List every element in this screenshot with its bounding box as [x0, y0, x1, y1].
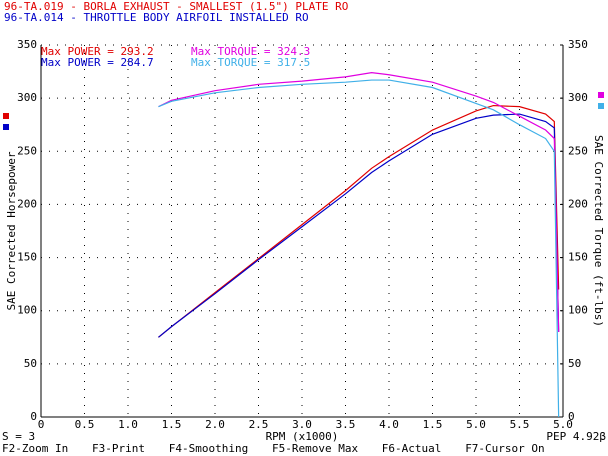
- legend-swatch: [3, 124, 9, 130]
- legend-swatch: [598, 103, 604, 109]
- y2-tick-label: 300: [568, 91, 588, 104]
- y2-tick-label: 150: [568, 251, 588, 264]
- x-tick-label: 1.5: [162, 418, 182, 431]
- x-tick-label: 5.0: [553, 418, 573, 431]
- function-key: F7-Cursor On: [465, 442, 544, 455]
- function-key: F6-Actual: [382, 442, 442, 455]
- function-key: F5-Remove Max: [272, 442, 358, 455]
- series-line: [158, 113, 560, 338]
- y2-tick-label: 350: [568, 38, 588, 51]
- legend-swatch: [3, 113, 9, 119]
- y-tick-label: 150: [17, 251, 37, 264]
- annotation: Max TORQUE = 324.3: [191, 45, 310, 58]
- series-line: [158, 104, 560, 338]
- y-tick-label: 200: [17, 197, 37, 210]
- y-tick-label: 300: [17, 91, 37, 104]
- y-tick-label: 350: [17, 38, 37, 51]
- header-line: 96-TA.019 - BORLA EXHAUST - SMALLEST (1.…: [4, 0, 348, 13]
- x-tick-label: 3.5: [336, 418, 356, 431]
- x-axis-label: RPM (x1000): [266, 430, 339, 443]
- annotation: Max POWER = 284.7: [41, 56, 154, 69]
- y-tick-label: 100: [17, 304, 37, 317]
- footer-left: S = 3: [2, 430, 35, 443]
- header-line: 96-TA.014 - THROTTLE BODY AIRFOIL INSTAL…: [4, 11, 309, 24]
- series-line: [158, 79, 560, 418]
- y2-tick-label: 100: [568, 304, 588, 317]
- annotation: Max TORQUE = 317.5: [191, 56, 310, 69]
- x-tick-label: 3.0: [292, 418, 312, 431]
- x-tick-label: 2.5: [249, 418, 269, 431]
- x-tick-label: 5.0: [466, 418, 486, 431]
- y-tick-label: 250: [17, 144, 37, 157]
- function-key: F3-Print: [92, 442, 145, 455]
- x-tick-label: 0: [38, 418, 45, 431]
- x-tick-label: 1.5: [423, 418, 443, 431]
- y2-tick-label: 0: [568, 410, 575, 423]
- y2-tick-label: 250: [568, 144, 588, 157]
- y2-axis-label: SAE Corrected Torque (ft-lbs): [592, 135, 605, 327]
- y-tick-label: 0: [30, 410, 37, 423]
- x-tick-label: 5.5: [510, 418, 530, 431]
- y2-tick-label: 50: [568, 357, 581, 370]
- footer-right: PEP 4.92β: [546, 430, 606, 443]
- x-tick-label: 4.0: [379, 418, 399, 431]
- y-axis-label: SAE Corrected Horsepower: [5, 151, 18, 310]
- x-tick-label: 2.0: [205, 418, 225, 431]
- function-key: F2-Zoom In: [2, 442, 68, 455]
- x-tick-label: 0.5: [75, 418, 95, 431]
- series-line: [158, 72, 560, 332]
- y-tick-label: 50: [24, 357, 37, 370]
- x-tick-label: 1.0: [118, 418, 138, 431]
- y2-tick-label: 200: [568, 197, 588, 210]
- legend-swatch: [598, 92, 604, 98]
- annotation: Max POWER = 293.2: [41, 45, 154, 58]
- function-key: F4-Smoothing: [169, 442, 248, 455]
